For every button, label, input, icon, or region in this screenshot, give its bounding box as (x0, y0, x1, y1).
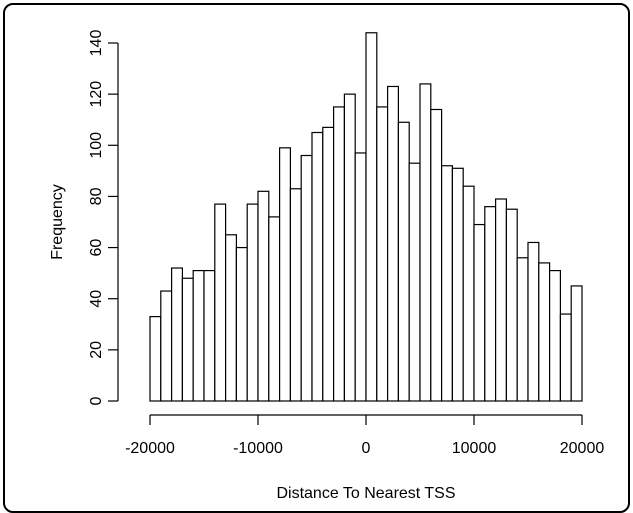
y-tick-label: 100 (88, 132, 105, 159)
y-tick-label: 40 (88, 290, 105, 308)
histogram-bar (451, 167, 464, 402)
x-tick-label: 10000 (452, 440, 497, 457)
histogram-bar (203, 269, 216, 402)
histogram-bar (365, 32, 378, 402)
histogram-bar (484, 206, 497, 402)
histogram-bar (376, 106, 389, 402)
histogram-bar (538, 262, 551, 402)
y-tick-label: 20 (88, 341, 105, 359)
histogram-bar (548, 269, 561, 402)
histogram-bar (495, 198, 508, 402)
histogram-bar (225, 234, 238, 402)
y-tick-label: 60 (88, 239, 105, 257)
histogram-bar (171, 267, 184, 402)
histogram-bar (505, 208, 518, 402)
histogram-bar (387, 85, 400, 402)
histogram-bar (473, 223, 486, 402)
histogram-bar (214, 203, 227, 402)
histogram-bar (408, 162, 421, 402)
y-axis: 0 20 40 60 80 100 120 140 (88, 30, 119, 405)
bars-group (149, 32, 583, 402)
histogram-bar (430, 108, 443, 402)
y-tick-label: 0 (88, 396, 105, 405)
histogram-bar (235, 246, 248, 402)
histogram-bar (149, 316, 162, 402)
histogram-bar (289, 188, 302, 402)
histogram-bar (333, 106, 346, 402)
x-tick-label: -10000 (233, 440, 283, 457)
y-tick-label: 120 (88, 81, 105, 108)
y-tick-label: 80 (88, 187, 105, 205)
histogram-bar (160, 290, 173, 402)
x-tick-label: 20000 (560, 440, 605, 457)
y-tick-label: 140 (88, 30, 105, 57)
histogram-bar (181, 277, 194, 402)
histogram-bar (354, 152, 367, 402)
y-axis-label: Frequency (49, 184, 66, 260)
histogram-bar (441, 165, 454, 402)
histogram-bar (419, 83, 432, 402)
histogram-bar (246, 203, 259, 402)
x-axis-label: Distance To Nearest TSS (276, 485, 455, 502)
histogram-bar (268, 216, 281, 402)
histogram-bar (300, 154, 313, 402)
histogram-bar (192, 269, 205, 402)
histogram-bar (559, 313, 572, 402)
histogram-bar (462, 185, 475, 402)
x-axis: -20000 -10000 0 10000 20000 (125, 414, 605, 457)
histogram-bar (527, 241, 540, 402)
histogram-bar (257, 190, 270, 402)
histogram-bar (343, 93, 356, 402)
histogram-bar (397, 121, 410, 402)
x-tick-label: 0 (362, 440, 371, 457)
histogram-bar (311, 131, 324, 402)
histogram-bar (516, 257, 529, 402)
histogram-bar (322, 126, 335, 402)
histogram-bar (279, 147, 292, 402)
histogram-bar (570, 285, 583, 402)
x-tick-label: -20000 (125, 440, 175, 457)
